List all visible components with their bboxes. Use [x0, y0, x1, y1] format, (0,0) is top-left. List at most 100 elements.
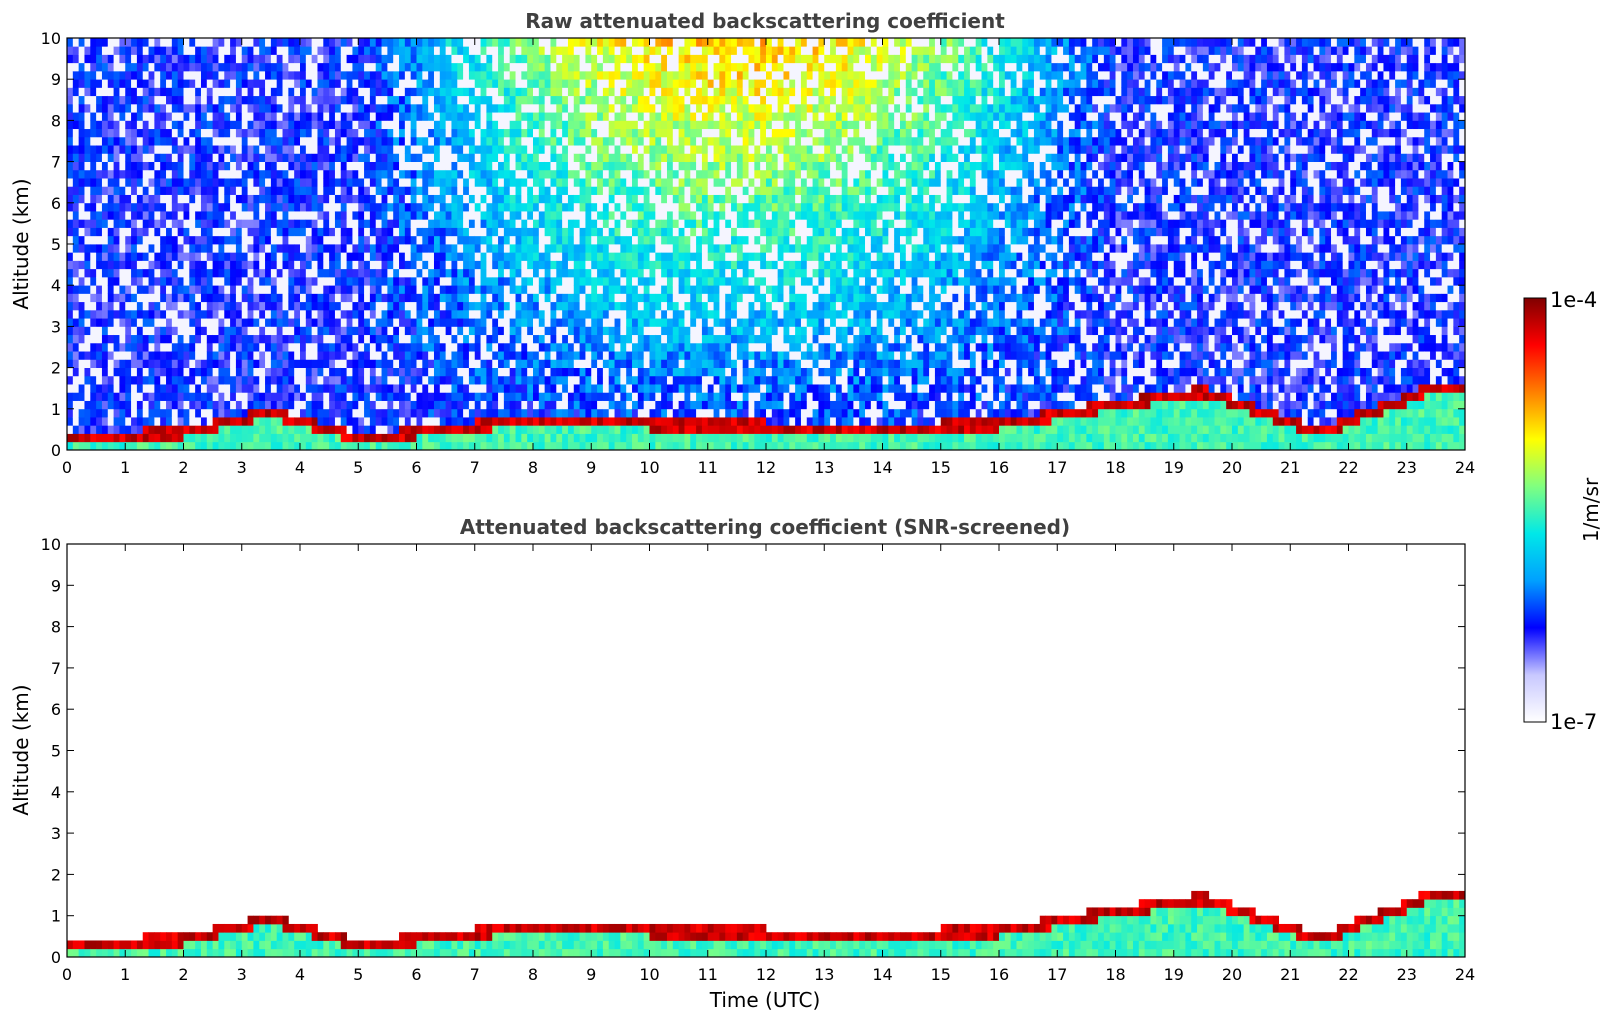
heat-cell: [300, 441, 307, 451]
heat-cell: [585, 326, 592, 336]
heat-cell: [340, 95, 348, 105]
heat-cell: [591, 260, 598, 270]
heat-cell: [235, 268, 243, 278]
heat-cell: [358, 79, 365, 88]
heat-cell: [486, 433, 493, 443]
heat-cell: [329, 276, 336, 286]
heat-cell: [148, 441, 155, 451]
heat-cell: [567, 186, 575, 195]
heat-cell: [142, 70, 149, 80]
heat-cell: [480, 342, 487, 352]
heat-cell: [253, 235, 260, 245]
heat-cell: [131, 79, 138, 88]
heat-cell: [311, 95, 318, 105]
heat-cell: [78, 318, 85, 327]
heat-cell: [78, 293, 85, 303]
heat-cell: [317, 433, 324, 443]
heat-cell: [393, 70, 400, 80]
heat-cell: [352, 408, 359, 418]
heat-cell: [253, 400, 260, 410]
heat-cell: [206, 112, 214, 121]
heat-cell: [387, 103, 394, 113]
heat-cell: [573, 161, 581, 171]
heat-cell: [463, 367, 470, 377]
heat-cell: [160, 441, 167, 451]
heat-cell: [439, 375, 447, 385]
heat-cell: [375, 87, 382, 97]
heat-cell: [107, 112, 115, 121]
heat-cell: [329, 367, 336, 377]
heat-cell: [556, 79, 563, 88]
heat-cell: [480, 392, 487, 401]
heat-cell: [340, 145, 348, 154]
heat-cell: [585, 70, 592, 80]
heat-cell: [195, 309, 202, 319]
heat-cell: [329, 62, 336, 72]
heat-cell: [381, 202, 388, 212]
heat-cell: [463, 260, 470, 270]
heat-cell: [288, 95, 295, 105]
heat-cell: [632, 178, 639, 187]
heat-cell: [527, 433, 534, 443]
heat-cell: [410, 392, 417, 401]
heat-cell: [206, 367, 214, 377]
heat-cell: [148, 46, 155, 55]
heat-cell: [550, 227, 557, 237]
heat-cell: [218, 112, 225, 121]
heat-cell: [311, 417, 318, 426]
heat-cell: [614, 79, 621, 88]
heat-cell: [585, 194, 592, 204]
heat-cell: [602, 367, 610, 377]
heat-cell: [206, 351, 214, 360]
heat-cell: [463, 46, 470, 55]
heat-cell: [486, 276, 493, 286]
heat-cell: [334, 326, 342, 336]
heat-cell: [96, 318, 103, 327]
heat-cell: [620, 136, 627, 146]
heat-cell: [509, 194, 516, 204]
heat-cell: [597, 103, 604, 113]
heat-cell: [276, 309, 283, 319]
heat-cell: [573, 384, 581, 393]
heat-cell: [433, 120, 441, 130]
heat-cell: [119, 161, 126, 171]
heat-cell: [189, 202, 196, 212]
heat-cell: [358, 128, 365, 138]
heat-cell: [195, 384, 202, 393]
heat-cell: [463, 153, 470, 162]
heat-cell: [171, 219, 179, 228]
heat-cell: [317, 367, 324, 377]
heat-cell: [492, 351, 499, 360]
heat-cell: [550, 351, 557, 360]
heat-cell: [602, 433, 610, 443]
heat-cell: [399, 252, 406, 261]
raw-backscatter-panel: Raw attenuated backscattering coefficien…: [9, 9, 1475, 477]
heat-cell: [288, 375, 295, 385]
heat-cell: [235, 309, 243, 319]
heat-cell: [468, 268, 476, 278]
heat-cell: [300, 400, 307, 410]
heat-cell: [317, 178, 324, 187]
heat-cell: [632, 244, 639, 253]
heat-cell: [498, 309, 505, 319]
heat-cell: [474, 120, 481, 130]
heat-cell: [457, 219, 464, 228]
heat-cell: [131, 38, 138, 47]
heat-cell: [492, 375, 499, 385]
heat-cell: [422, 136, 429, 146]
heat-cell: [463, 87, 470, 97]
heat-cell: [352, 276, 359, 286]
heat-cell: [78, 441, 85, 451]
heat-cell: [230, 293, 237, 303]
heat-cell: [72, 46, 80, 55]
heat-cell: [381, 219, 388, 228]
heat-cell: [439, 136, 447, 146]
heat-cell: [311, 392, 318, 401]
heat-cell: [148, 153, 155, 162]
heat-cell: [218, 244, 225, 253]
heat-cell: [468, 342, 476, 352]
heat-cell: [189, 87, 196, 97]
heat-cell: [358, 136, 365, 146]
heat-cell: [358, 342, 365, 352]
heat-cell: [334, 161, 342, 171]
